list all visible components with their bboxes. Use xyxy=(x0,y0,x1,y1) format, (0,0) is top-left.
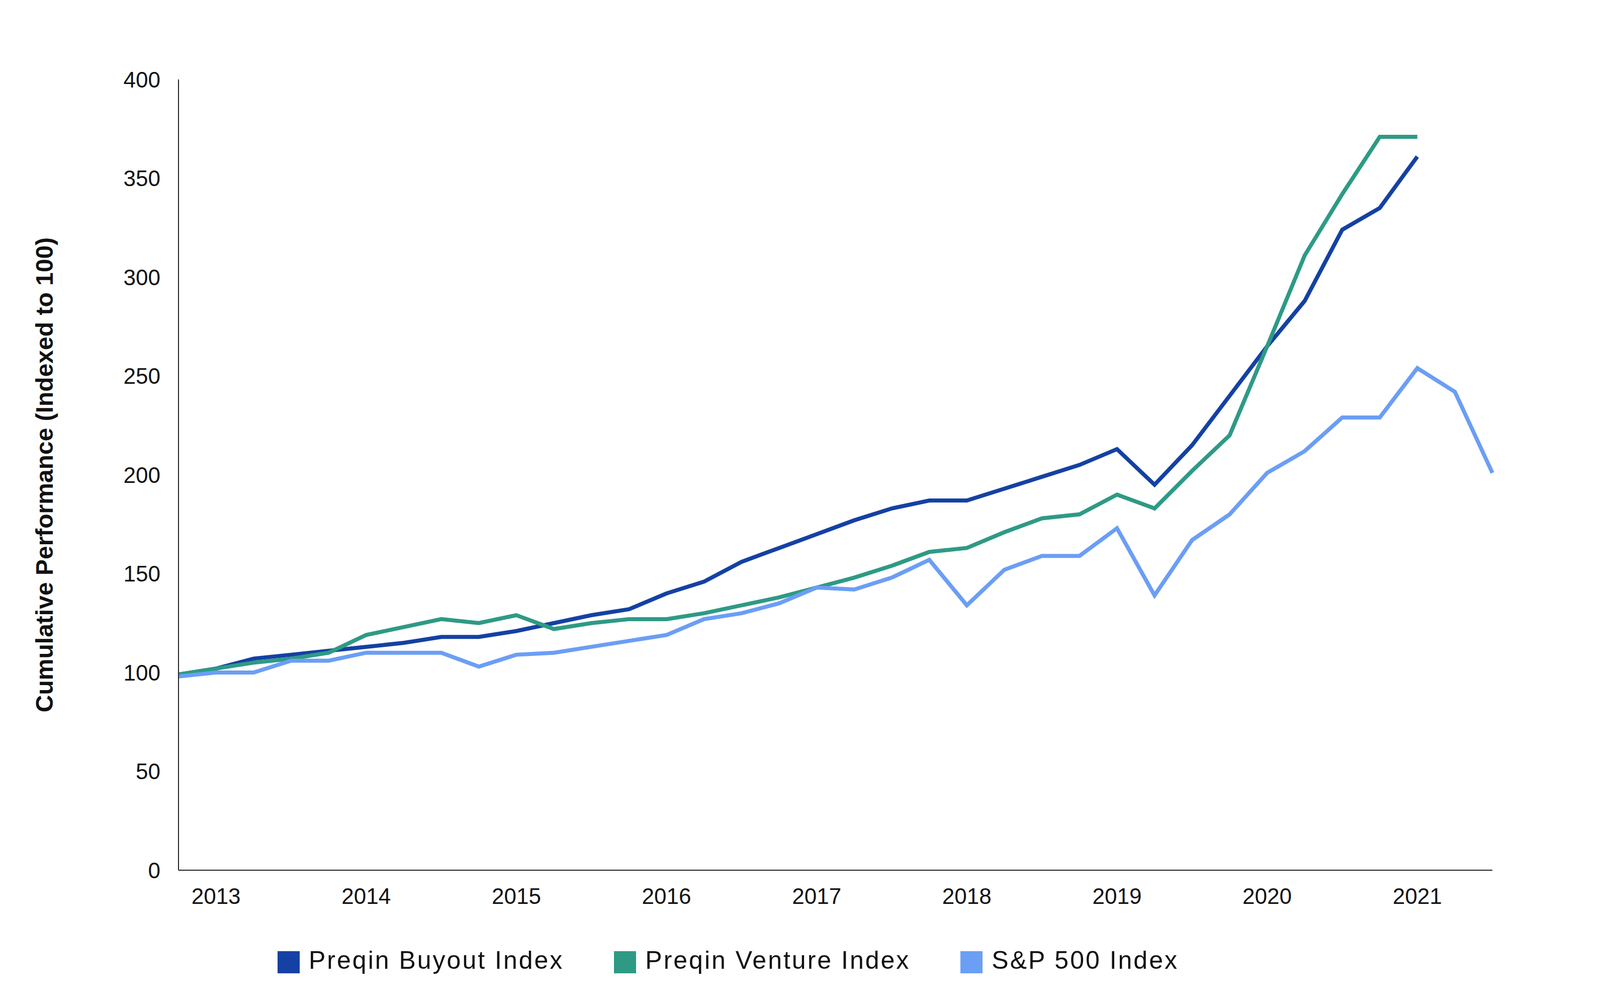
svg-text:2016: 2016 xyxy=(642,883,692,909)
svg-text:2014: 2014 xyxy=(341,883,391,909)
svg-text:50: 50 xyxy=(135,758,161,784)
svg-text:200: 200 xyxy=(123,462,161,488)
svg-text:2019: 2019 xyxy=(1092,883,1142,909)
svg-text:2015: 2015 xyxy=(491,883,542,909)
svg-text:2013: 2013 xyxy=(191,883,241,909)
svg-text:150: 150 xyxy=(123,561,161,586)
svg-text:100: 100 xyxy=(123,660,161,685)
svg-text:Cumulative Performance (Indexe: Cumulative Performance (Indexed to 100) xyxy=(31,237,58,713)
svg-text:2018: 2018 xyxy=(942,883,992,909)
svg-text:400: 400 xyxy=(123,67,161,93)
html-text:S&P 500 Index: S&P 500 Index xyxy=(991,945,1179,974)
svg-text:250: 250 xyxy=(123,363,161,389)
svg-text:350: 350 xyxy=(123,165,161,191)
svg-text:2020: 2020 xyxy=(1242,883,1292,909)
html-text:Preqin Venture Index: Preqin Venture Index xyxy=(645,945,911,974)
svg-text:2017: 2017 xyxy=(791,883,842,909)
svg-text:0: 0 xyxy=(148,857,161,883)
svg-text:2021: 2021 xyxy=(1392,883,1443,909)
svg-text:300: 300 xyxy=(123,264,161,290)
html-text:Preqin Buyout Index: Preqin Buyout Index xyxy=(308,945,564,974)
